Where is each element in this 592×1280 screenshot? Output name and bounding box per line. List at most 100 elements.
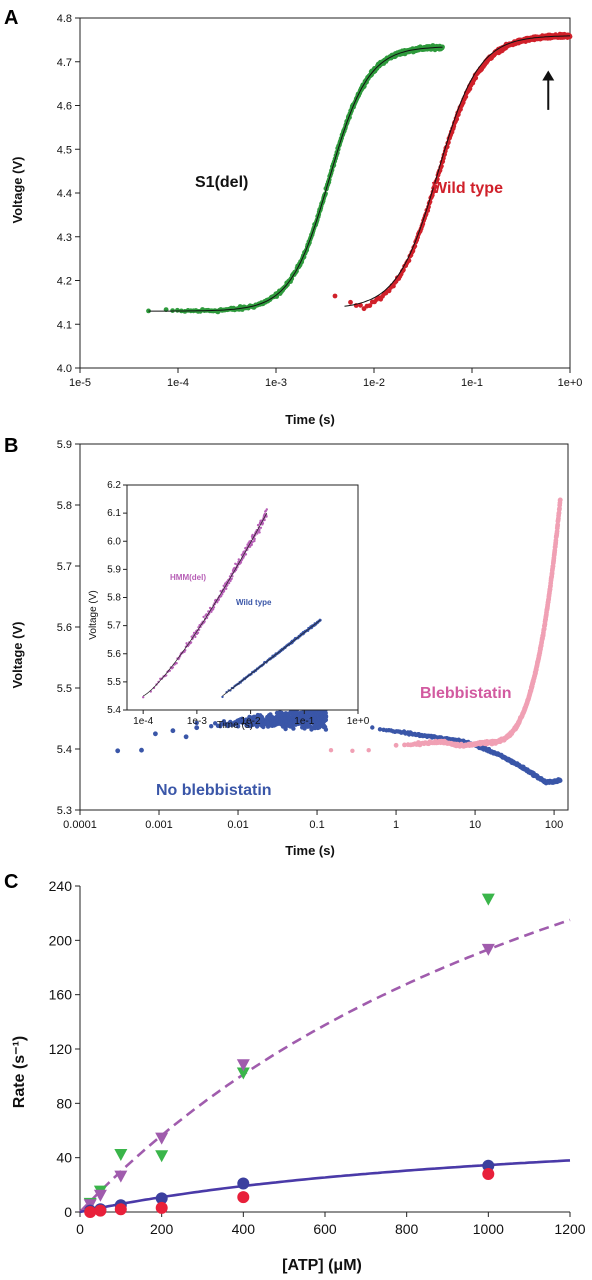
- chart-a-xtick-label: 1e-5: [69, 377, 91, 389]
- chart-b-point-blebbistatin: [366, 748, 371, 753]
- chart-c-point-circle: [84, 1206, 97, 1218]
- chart-b-point-no-blebbistatin: [183, 734, 189, 740]
- chart-a-ytick-label: 4.3: [57, 232, 72, 244]
- chart-b-ytick-label: 5.5: [57, 683, 72, 695]
- inset-ytick-label: 5.4: [107, 705, 121, 716]
- inset-ytick-label: 5.6: [107, 649, 121, 660]
- inset-xtick-label: 1e+0: [347, 716, 370, 727]
- inset-point-hmmdel: [258, 528, 261, 532]
- chart-a-axes: 1e-5 1e-4 1e-3 1e-2 1e-1 1e+0 4.0 4.1 4.2 4.3 4.4 4…: [57, 13, 583, 389]
- chart-a-xtick-label: 1e+0: [558, 377, 583, 389]
- chart-c-point-circle: [237, 1177, 250, 1190]
- chart-c-xtick-label: 800: [395, 1221, 419, 1237]
- chart-b-ytick-label: 5.6: [57, 622, 72, 634]
- inset-point-wild-type: [221, 695, 224, 699]
- chart-a-ytick-label: 4.8: [57, 13, 72, 25]
- chart-c-marks: [79, 893, 571, 1218]
- chart-a-point-s1del: [440, 44, 445, 50]
- chart-b-ytick-label: 5.8: [57, 500, 72, 512]
- chart-c-fit-dashed: [79, 918, 571, 1213]
- chart-b-point-no-blebbistatin: [194, 720, 199, 726]
- annotation-no-blebbistatin: No blebbistatin: [156, 782, 272, 799]
- inset-ytick-label: 6.1: [107, 508, 121, 519]
- chart-b-point-no-blebbistatin: [558, 778, 563, 783]
- chart-a-fit-line: [344, 35, 570, 307]
- chart-b-point-no-blebbistatin: [235, 724, 241, 729]
- inset-ytick-label: 5.5: [107, 677, 121, 688]
- chart-b-point-blebbistatin: [328, 748, 334, 753]
- chart-a-fit-line: [148, 46, 443, 312]
- chart-c-point-circle: [237, 1191, 250, 1204]
- panel-label-a: A: [4, 7, 18, 29]
- chart-c-xtick-label: 1200: [554, 1221, 585, 1237]
- arrow-head: [542, 70, 555, 81]
- chart-c-fit-solid: [79, 1159, 571, 1214]
- inset-annotation-hmmdel: HMM(del): [170, 573, 206, 582]
- chart-b-xtick-label: 0.0001: [63, 819, 97, 831]
- chart-b-point-blebbistatin: [557, 497, 563, 503]
- inset-point-hmmdel: [194, 635, 197, 639]
- inset-point-hmmdel: [225, 587, 228, 590]
- inset-xlabel: Time (s): [217, 720, 253, 731]
- chart-b-point-no-blebbistatin: [213, 721, 218, 726]
- chart-b-ytick-label: 5.7: [57, 561, 72, 573]
- chart-b-point-no-blebbistatin: [194, 725, 200, 731]
- chart-c-xlabel: [ATP] (μM): [282, 1257, 362, 1274]
- inset-point-hmmdel: [258, 531, 261, 534]
- inset-annotation-wild-type: Wild type: [236, 598, 272, 607]
- inset-point-hmmdel: [196, 631, 200, 634]
- inset-xtick-label: 1e-1: [294, 716, 314, 727]
- chart-c-point-triangle: [114, 1148, 128, 1161]
- chart-c-axes: 0 200 400 600 800 1000 1200 0 40 80 120 160 200 240: [49, 878, 586, 1237]
- chart-a-ytick-label: 4.6: [57, 101, 72, 113]
- inset-point-hmmdel: [142, 696, 145, 699]
- chart-b-point-no-blebbistatin: [370, 725, 375, 730]
- chart-b-ytick-label: 5.4: [57, 744, 72, 756]
- chart-b-xtick-label: 100: [545, 819, 563, 831]
- chart-a-ytick-label: 4.4: [57, 188, 72, 200]
- inset-xtick-label: 1e-3: [187, 716, 207, 727]
- chart-c-point-circle: [114, 1203, 127, 1216]
- chart-a-point-wild-type: [463, 94, 469, 100]
- chart-b-point-no-blebbistatin: [291, 726, 296, 731]
- annotation-blebbistatin: Blebbistatin: [420, 685, 512, 702]
- chart-c-ytick-label: 160: [49, 987, 73, 1003]
- chart-a-ylabel: Voltage (V): [10, 157, 25, 224]
- inset-point-hmmdel: [259, 526, 263, 529]
- chart-b-xtick-label: 1: [393, 819, 399, 831]
- chart-b-point-no-blebbistatin: [283, 726, 288, 732]
- chart-a-ytick-label: 4.5: [57, 144, 72, 156]
- chart-a-xlabel: Time (s): [285, 412, 335, 427]
- chart-b: B 0.0001 0.001 0.01 0.1 1 10 100 5.3 5.4 5.5 5.6 5.…: [4, 435, 569, 858]
- chart-a-ytick-label: 4.7: [57, 57, 72, 69]
- chart-a-point-wild-type: [367, 303, 373, 308]
- inset-point-hmmdel: [230, 577, 233, 580]
- chart-b-point-no-blebbistatin: [153, 731, 158, 737]
- chart-b-axes: 0.0001 0.001 0.01 0.1 1 10 100 5.3 5.4 5.5 5.6 5.7 5…: [57, 439, 569, 831]
- inset-point-hmmdel: [253, 539, 256, 543]
- chart-a-point-wild-type: [473, 75, 479, 81]
- chart-b-point-blebbistatin: [350, 748, 355, 753]
- chart-a-ytick-label: 4.1: [57, 319, 72, 331]
- chart-c: C 0 200 400 600 800 1000 1200 0 40 80 120 160 200 240…: [4, 871, 586, 1274]
- chart-a-ytick-label: 4.0: [57, 363, 72, 375]
- inset-point-hmmdel: [250, 543, 253, 546]
- annotation-s1del: S1(del): [195, 174, 248, 191]
- chart-c-ytick-label: 120: [49, 1041, 73, 1057]
- chart-a-xtick-label: 1e-1: [461, 377, 483, 389]
- chart-c-point-triangle: [481, 893, 495, 906]
- chart-c-point-triangle: [155, 1150, 169, 1163]
- inset-point-hmmdel: [175, 662, 178, 665]
- chart-b-point-no-blebbistatin: [323, 727, 329, 732]
- chart-b-point-no-blebbistatin: [139, 747, 144, 753]
- chart-c-ytick-label: 200: [49, 932, 73, 948]
- chart-b-marks: [115, 497, 563, 786]
- chart-c-ytick-label: 0: [64, 1204, 72, 1220]
- chart-c-ytick-label: 40: [56, 1150, 72, 1166]
- annotation-wild-type: Wild type: [432, 180, 503, 197]
- chart-a-ytick-label: 4.2: [57, 276, 72, 288]
- inset-point-hmmdel: [253, 537, 256, 541]
- chart-c-ytick-label: 80: [56, 1095, 72, 1111]
- inset-ylabel: Voltage (V): [88, 590, 99, 639]
- chart-c-xtick-label: 200: [150, 1221, 174, 1237]
